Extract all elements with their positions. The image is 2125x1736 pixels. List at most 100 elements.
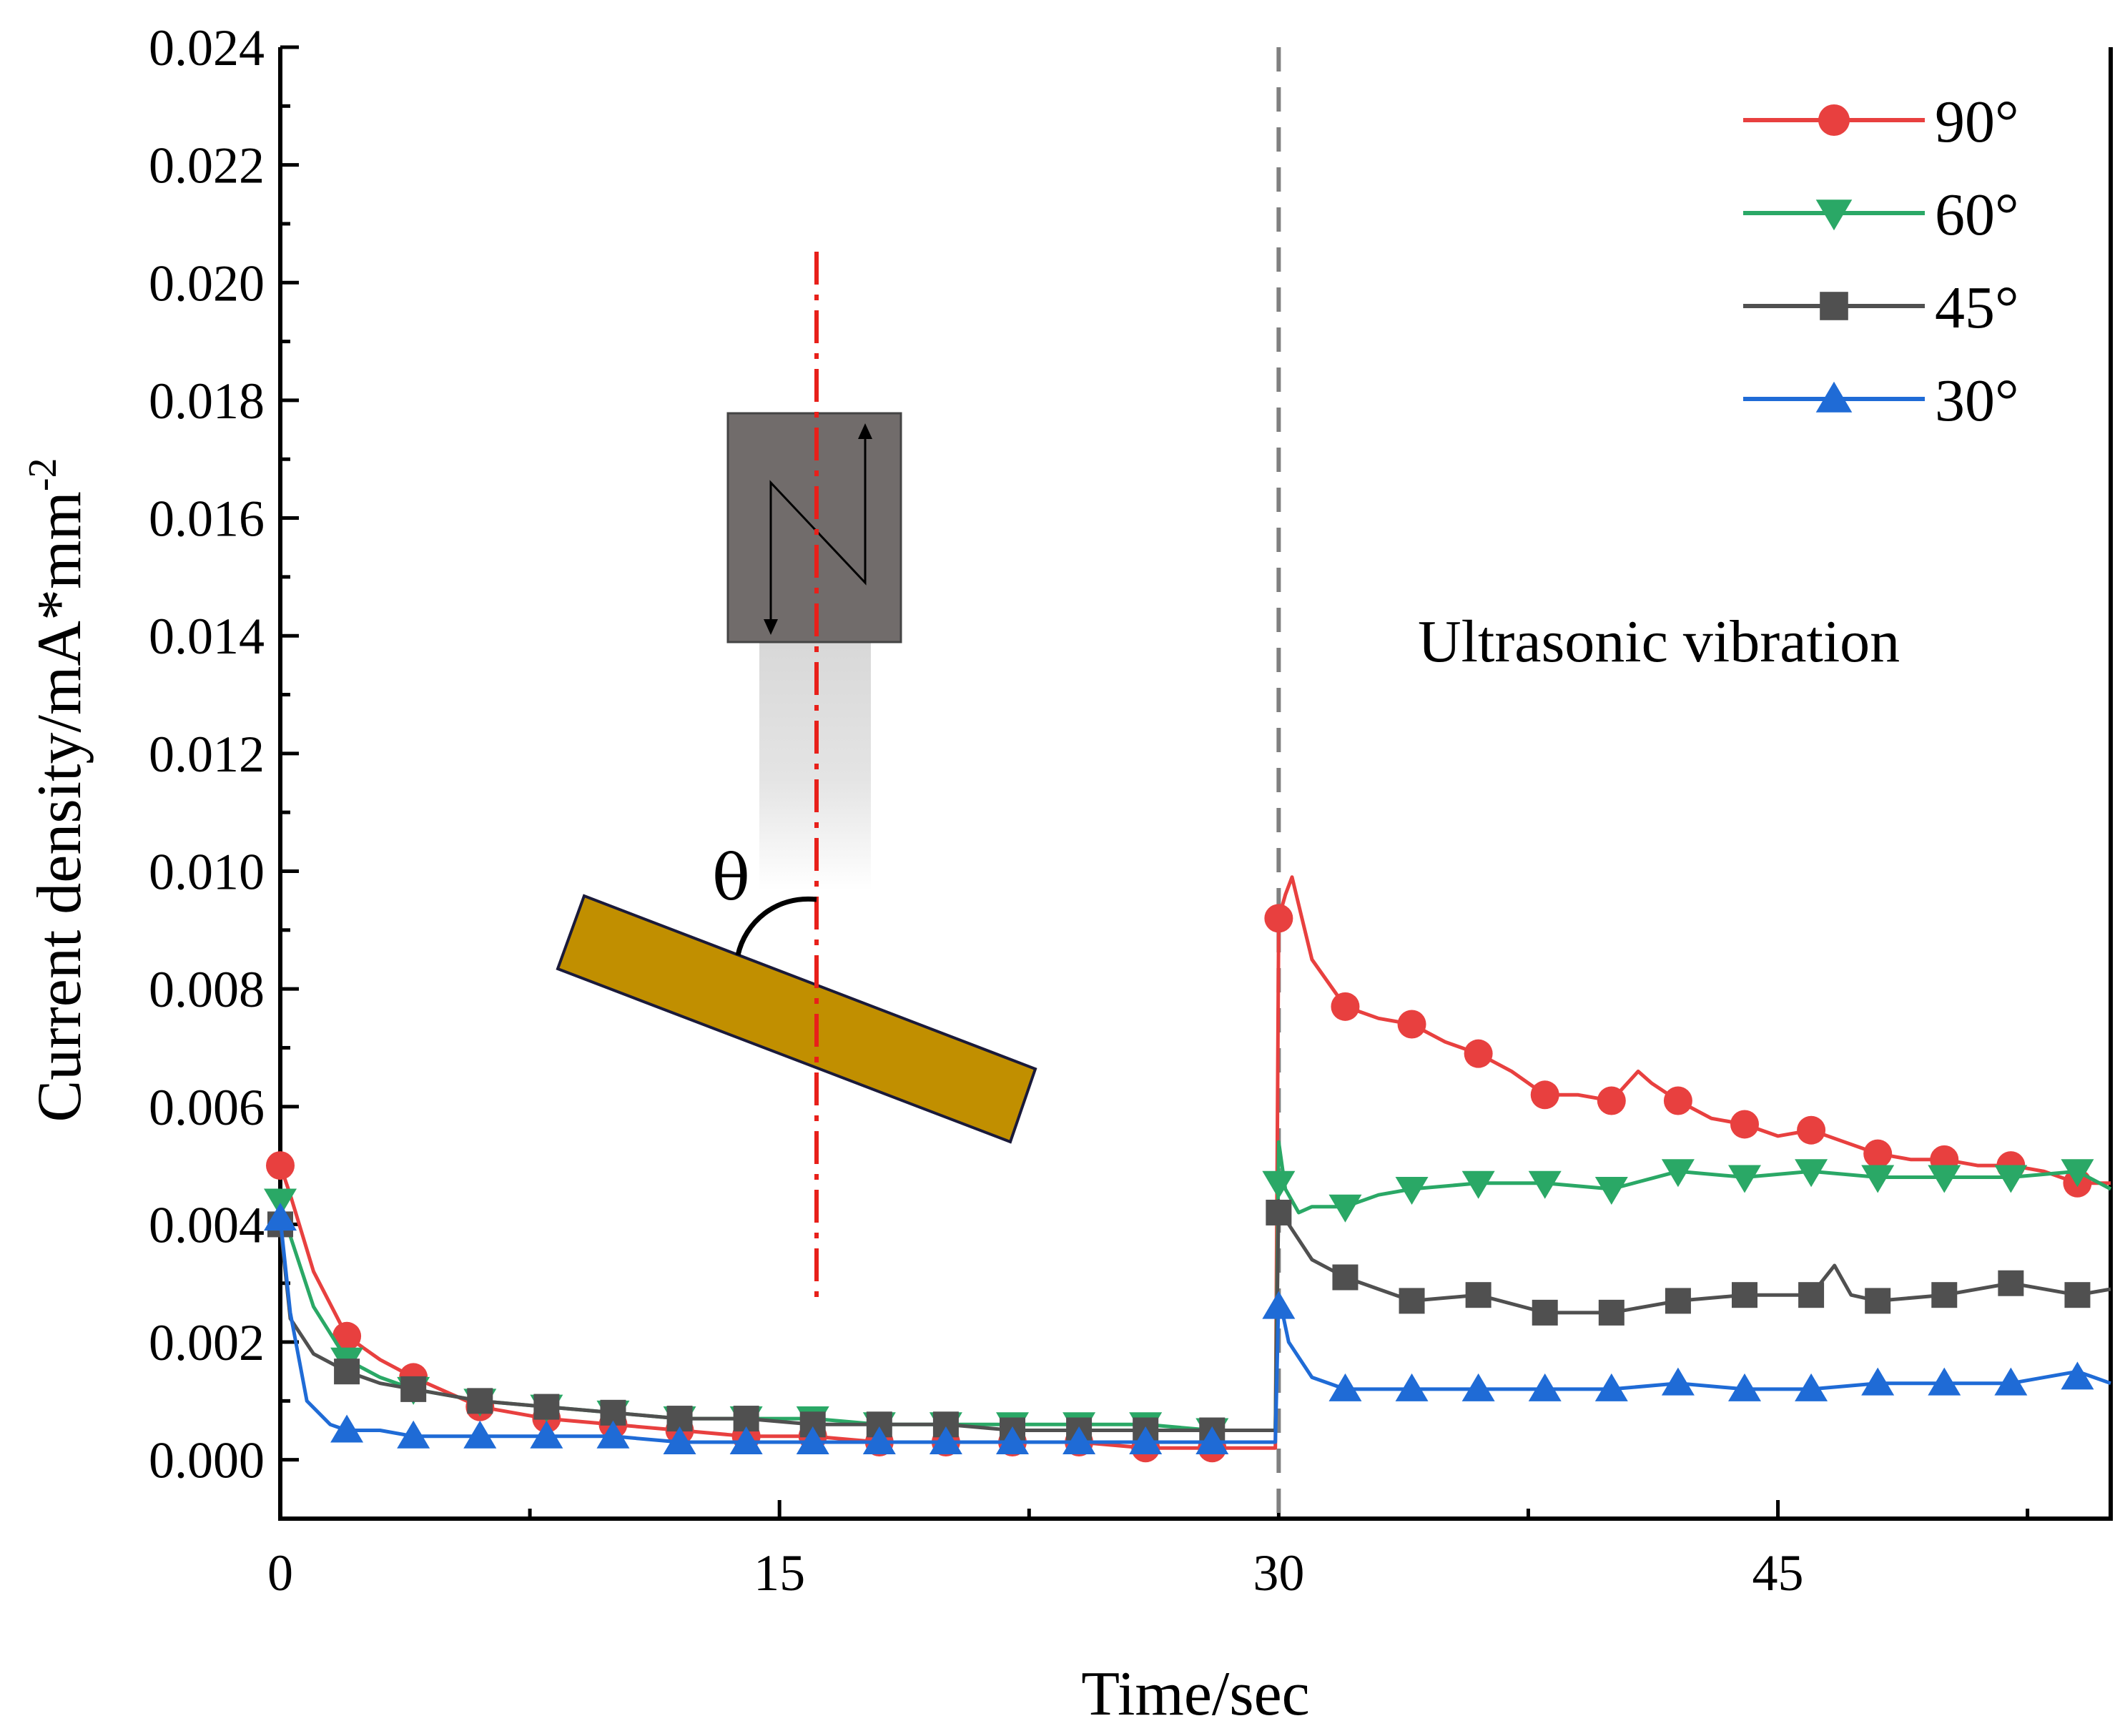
setup-schematic: θ — [556, 252, 1037, 1303]
y-axis-title-superscript: -2 — [21, 458, 65, 491]
data-point — [2061, 1361, 2094, 1390]
ultrasonic-annotation: Ultrasonic vibration — [1418, 608, 1900, 675]
data-point — [1598, 1299, 1624, 1326]
data-point — [996, 1426, 1029, 1454]
legend-swatch-marker — [1820, 292, 1848, 320]
data-point — [1797, 1115, 1826, 1145]
y-tick-label: 0.014 — [149, 608, 265, 665]
data-point — [1661, 1367, 1695, 1396]
legend-item: 45° — [1743, 275, 2019, 341]
legend: 90° 60° 45° 30° — [1743, 89, 2019, 434]
series-2 — [267, 1199, 2111, 1444]
data-point — [1594, 1177, 1628, 1205]
vibration-arrowhead-up-icon — [858, 423, 872, 439]
data-point — [264, 1188, 297, 1217]
data-point — [467, 1388, 493, 1414]
data-point — [1530, 1080, 1559, 1110]
y-tick-label: 0.020 — [149, 255, 265, 312]
data-point — [533, 1394, 560, 1420]
data-point — [2061, 1159, 2094, 1188]
y-tick-label: 0.022 — [149, 137, 265, 194]
data-point — [1262, 1170, 1296, 1199]
data-point — [1728, 1165, 1761, 1193]
y-axis-title-main: Current density/mA*mm — [25, 491, 94, 1122]
series-line — [278, 875, 2111, 1450]
theta-label: θ — [712, 841, 750, 914]
series-layer — [264, 875, 2112, 1463]
legend-label: 30° — [1935, 368, 2019, 434]
data-point — [1594, 1373, 1628, 1401]
data-point — [1798, 1282, 1825, 1308]
legend-item: 60° — [1743, 182, 2019, 248]
y-tick-label: 0.010 — [149, 843, 265, 900]
data-point — [266, 1151, 295, 1180]
data-point — [1861, 1165, 1895, 1193]
data-point — [796, 1426, 829, 1454]
data-point — [1464, 1039, 1493, 1068]
legend-label: 60° — [1935, 182, 2019, 248]
data-point — [1928, 1367, 1961, 1396]
data-point — [1865, 1288, 1891, 1314]
data-point — [1728, 1373, 1761, 1401]
data-point — [1994, 1367, 2028, 1396]
data-point — [330, 1414, 364, 1443]
legend-item: 90° — [1743, 89, 2019, 155]
x-tick-label: 30 — [1253, 1544, 1304, 1602]
y-tick-label: 0.006 — [149, 1079, 265, 1136]
data-point — [1795, 1159, 1828, 1188]
data-point — [397, 1420, 430, 1449]
x-axis-title: Time/sec — [1081, 1659, 1309, 1729]
y-tick-label: 0.008 — [149, 961, 265, 1018]
data-point — [1532, 1299, 1558, 1326]
data-point — [1266, 1199, 1292, 1225]
data-point — [1861, 1367, 1895, 1396]
data-point — [1528, 1170, 1562, 1199]
data-point — [1528, 1373, 1562, 1401]
data-point — [1863, 1139, 1893, 1168]
data-point — [264, 1203, 297, 1231]
workpiece-plate — [556, 894, 1037, 1144]
plot-frame — [278, 47, 2113, 1521]
legend-swatch-marker — [1818, 104, 1850, 136]
data-point — [1665, 1288, 1691, 1314]
data-point — [1062, 1426, 1096, 1454]
data-point — [929, 1426, 962, 1454]
data-point — [1399, 1288, 1425, 1314]
data-point — [862, 1426, 896, 1454]
data-point — [1597, 1086, 1626, 1115]
legend-label: 90° — [1935, 89, 2019, 155]
y-tick-label: 0.004 — [149, 1196, 265, 1253]
data-point — [530, 1420, 563, 1449]
data-point — [1732, 1282, 1757, 1308]
data-point — [1332, 1264, 1359, 1291]
data-point — [663, 1426, 696, 1454]
y-tick-label: 0.016 — [149, 490, 265, 548]
data-point — [596, 1420, 630, 1449]
legend-label: 45° — [1935, 275, 2019, 341]
y-tick-label: 0.024 — [149, 19, 265, 77]
x-axis: 0 15 30 45 — [267, 1500, 2030, 1602]
data-point — [1262, 1291, 1296, 1319]
y-tick-label: 0.000 — [149, 1432, 265, 1489]
data-point — [1397, 1010, 1426, 1039]
data-point — [1331, 992, 1360, 1021]
y-tick-label: 0.012 — [149, 726, 265, 783]
data-point — [400, 1376, 427, 1402]
data-point — [1994, 1165, 2028, 1193]
data-point — [1931, 1282, 1958, 1308]
data-point — [729, 1426, 763, 1454]
series-3 — [264, 1203, 2111, 1454]
data-point — [1395, 1373, 1429, 1401]
data-point — [1328, 1194, 1362, 1223]
data-point — [1264, 904, 1293, 933]
vibration-arrowhead-down-icon — [764, 619, 778, 635]
x-tick-label: 0 — [267, 1544, 293, 1602]
data-point — [1461, 1170, 1495, 1199]
data-point — [1795, 1373, 1828, 1401]
data-point — [1195, 1426, 1229, 1454]
y-axis: 0.000 0.002 0.004 0.006 0.008 0.010 0.012 0.014… — [149, 19, 299, 1489]
legend-swatch-marker — [1815, 381, 1853, 413]
series-0 — [266, 875, 2111, 1463]
data-point — [463, 1420, 497, 1449]
